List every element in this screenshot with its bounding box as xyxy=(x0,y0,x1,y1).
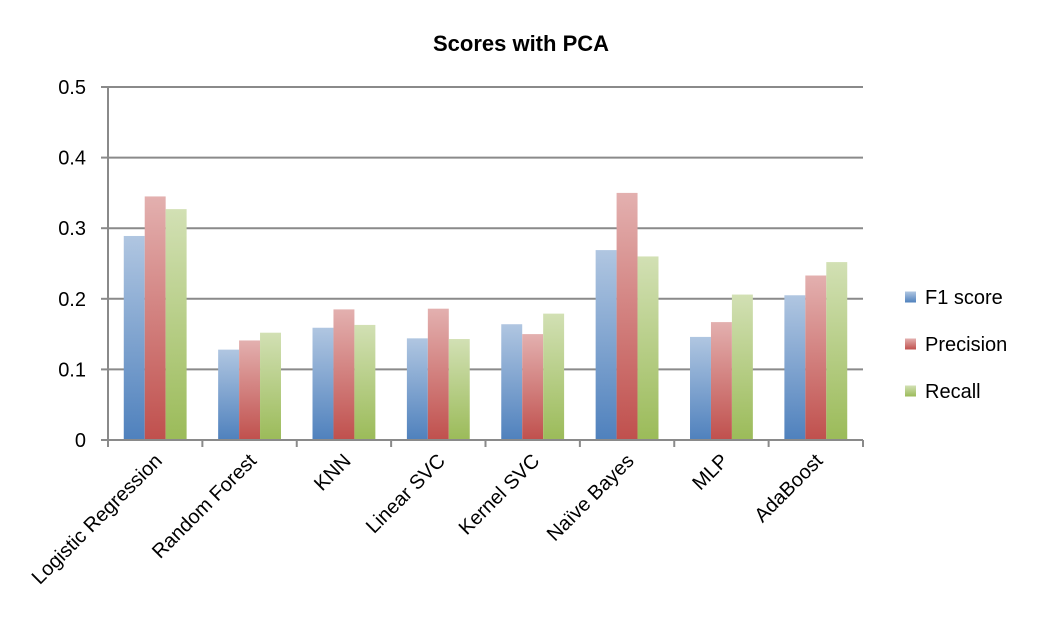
bar-recall xyxy=(826,262,848,440)
x-tick-label: Kernel SVC xyxy=(455,450,544,539)
legend-label: Precision xyxy=(925,334,1007,356)
y-tick-label: 0.1 xyxy=(58,359,86,381)
y-tick-labels: 0 0.1 0.2 0.3 0.4 0.5 xyxy=(58,77,86,452)
chart-title: Scores with PCA xyxy=(433,31,609,56)
bar-precision xyxy=(144,196,166,440)
y-tick-label: 0 xyxy=(75,430,86,452)
y-tick-label: 0.5 xyxy=(58,77,86,99)
x-tick-label: MLP xyxy=(688,450,733,495)
bar-f1-score xyxy=(784,295,806,440)
x-tick-label: KNN xyxy=(310,450,355,495)
bar-recall xyxy=(448,339,470,440)
bar-precision xyxy=(710,322,732,440)
legend-swatch xyxy=(905,385,916,397)
bar-f1-score xyxy=(406,338,428,440)
bar-recall xyxy=(165,209,187,440)
bar-precision xyxy=(805,275,827,440)
legend-swatch xyxy=(905,338,916,350)
legend-label: F1 score xyxy=(925,287,1003,309)
y-tick-label: 0.3 xyxy=(58,218,86,240)
legend-label: Recall xyxy=(925,381,981,403)
bar-precision xyxy=(522,334,544,440)
bar-precision xyxy=(427,308,449,440)
axes xyxy=(107,87,864,447)
y-tick-label: 0.4 xyxy=(58,148,86,170)
bar-recall xyxy=(731,294,753,440)
bar-recall xyxy=(260,332,281,440)
x-tick-label: AdaBoost xyxy=(750,450,827,527)
bar-f1-score xyxy=(595,250,617,440)
y-tick-label: 0.2 xyxy=(58,289,86,311)
bar-recall xyxy=(543,313,565,440)
x-tick-label: Naïve Bayes xyxy=(543,450,639,546)
bar-recall xyxy=(354,324,376,440)
bar-precision xyxy=(616,192,638,440)
x-tick-label: Linear SVC xyxy=(362,450,450,538)
bar-precision xyxy=(333,309,355,440)
legend-swatch xyxy=(905,291,916,303)
bar-precision xyxy=(239,340,261,440)
bar-recall xyxy=(637,256,659,440)
bar-f1-score xyxy=(312,327,334,440)
bars xyxy=(123,192,848,440)
legend: F1 score Precision Recall xyxy=(905,287,1007,403)
bar-f1-score xyxy=(690,336,711,440)
bar-f1-score xyxy=(501,324,523,440)
x-tick-label: Logistic Regression xyxy=(28,450,167,589)
bar-f1-score xyxy=(218,349,240,440)
bar-f1-score xyxy=(123,235,145,440)
